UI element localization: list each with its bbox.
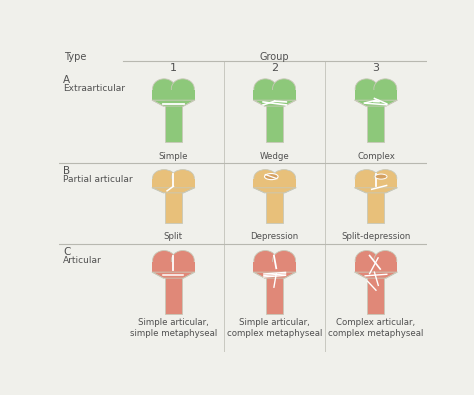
- Text: Complex articular,
complex metaphyseal: Complex articular, complex metaphyseal: [328, 318, 424, 338]
- Text: C: C: [63, 247, 71, 257]
- Bar: [254, 90, 296, 100]
- Text: Split-depression: Split-depression: [341, 232, 410, 241]
- Ellipse shape: [264, 173, 278, 180]
- Ellipse shape: [153, 79, 175, 98]
- Ellipse shape: [355, 250, 378, 271]
- Polygon shape: [355, 100, 397, 106]
- Polygon shape: [355, 272, 397, 278]
- Bar: [266, 100, 283, 142]
- Ellipse shape: [254, 250, 277, 271]
- Polygon shape: [254, 188, 296, 193]
- Polygon shape: [152, 272, 195, 278]
- Text: Extraarticular: Extraarticular: [63, 85, 125, 93]
- Text: Type: Type: [64, 52, 86, 62]
- Text: Depression: Depression: [251, 232, 299, 241]
- Text: 2: 2: [271, 63, 278, 73]
- Bar: [165, 188, 182, 223]
- Text: Split: Split: [164, 232, 183, 241]
- Bar: [355, 179, 397, 188]
- Text: A: A: [63, 75, 70, 85]
- Text: 3: 3: [373, 63, 380, 73]
- Text: Simple articular,
simple metaphyseal: Simple articular, simple metaphyseal: [130, 318, 217, 338]
- Text: Complex: Complex: [357, 152, 395, 161]
- Ellipse shape: [171, 250, 194, 271]
- Ellipse shape: [171, 169, 194, 186]
- Ellipse shape: [254, 169, 277, 186]
- Text: Simple articular,
complex metaphyseal: Simple articular, complex metaphyseal: [227, 318, 322, 338]
- Ellipse shape: [273, 79, 296, 98]
- Bar: [254, 262, 296, 272]
- Bar: [165, 272, 182, 314]
- Bar: [152, 262, 195, 272]
- Bar: [266, 272, 283, 314]
- Text: 1: 1: [170, 63, 177, 73]
- Polygon shape: [355, 188, 397, 193]
- Ellipse shape: [355, 169, 378, 186]
- Polygon shape: [254, 100, 296, 106]
- Bar: [367, 272, 384, 314]
- Ellipse shape: [374, 169, 397, 186]
- Ellipse shape: [374, 79, 397, 98]
- Bar: [367, 100, 384, 142]
- Ellipse shape: [254, 79, 277, 98]
- Bar: [266, 188, 283, 223]
- Ellipse shape: [153, 169, 175, 186]
- Text: Wedge: Wedge: [260, 152, 290, 161]
- Bar: [367, 188, 384, 223]
- Ellipse shape: [153, 250, 175, 271]
- Polygon shape: [152, 188, 195, 193]
- Polygon shape: [152, 100, 195, 106]
- Bar: [355, 90, 397, 100]
- Ellipse shape: [273, 250, 296, 271]
- Bar: [254, 179, 296, 188]
- Ellipse shape: [375, 174, 387, 179]
- Bar: [152, 90, 195, 100]
- Ellipse shape: [355, 79, 378, 98]
- Text: Group: Group: [260, 52, 290, 62]
- Bar: [165, 100, 182, 142]
- Ellipse shape: [171, 79, 194, 98]
- Bar: [152, 179, 195, 188]
- Text: Partial articular: Partial articular: [63, 175, 133, 184]
- Text: Articular: Articular: [63, 256, 102, 265]
- Polygon shape: [254, 272, 296, 278]
- Text: Simple: Simple: [159, 152, 188, 161]
- Ellipse shape: [273, 169, 296, 186]
- Ellipse shape: [374, 250, 397, 271]
- Text: B: B: [63, 166, 70, 176]
- Bar: [355, 262, 397, 272]
